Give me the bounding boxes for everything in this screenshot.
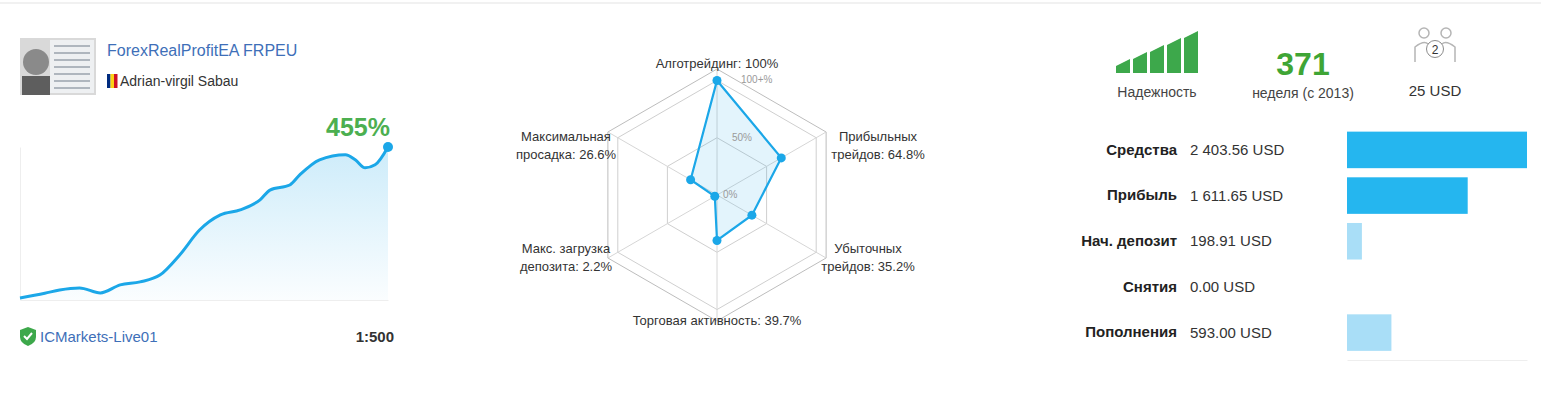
person-head (1441, 28, 1451, 38)
radar-label: Убыточныхтрейдов: 35.2% (821, 241, 915, 274)
person-body (1415, 43, 1428, 62)
bar-tick: Снятия (1123, 278, 1177, 295)
x-axis (21, 300, 389, 301)
avatar-line (54, 52, 90, 54)
radar-label: Торговая активность: 39.7% (633, 313, 802, 328)
radar: 0% 50% 100+% Алготрейдинг: 100% Прибыльныхтр… (516, 56, 925, 328)
subscribers-badge (1427, 41, 1444, 58)
reliability-bar (1184, 31, 1198, 73)
bars (1347, 132, 1527, 351)
bar-category-label: Средства (1106, 141, 1177, 158)
radar-point (713, 236, 722, 245)
radar-point (747, 211, 756, 220)
bar-value-label: 2 403.56 USD (1190, 141, 1284, 158)
bar-value-label: 593.00 USD (1190, 324, 1272, 341)
radar-spoke (608, 195, 717, 258)
avatar-line (54, 73, 90, 75)
top-border (0, 3, 1541, 4)
server[interactable]: ICMarkets-Live01 (40, 328, 158, 345)
shield-icon (20, 327, 36, 346)
radar-plot (686, 76, 786, 245)
person-body (1442, 43, 1455, 62)
bar-y-axis: Средства Прибыль Нач. депозит Снятия Пополне… (1081, 141, 1177, 341)
bar-value-label: 0.00 USD (1190, 278, 1255, 295)
bar-tick: Нач. депозит (1081, 232, 1177, 249)
avatar-bg (20, 38, 96, 95)
subscribers-icon (1415, 28, 1455, 62)
weeks-value: 371 (1276, 46, 1329, 82)
reliability-icon (1116, 31, 1198, 73)
bar-tick: Прибыль (1107, 186, 1177, 203)
leverage: 1:500 (356, 328, 394, 345)
widget: ForexRealProfitEA FRPEU Adrian-virgil Sab… (0, 0, 1541, 397)
bar-category-label: Прибыль (1107, 186, 1177, 203)
y-axis (20, 148, 21, 301)
bar (1347, 314, 1391, 351)
radar-frame (608, 69, 826, 321)
reliability-bar (1150, 45, 1164, 73)
weeks-label: неделя (с 2013) (1252, 85, 1354, 101)
x-axis-line (21, 300, 389, 301)
avatar (20, 38, 96, 95)
radar-tick-label: 100+% (741, 74, 773, 85)
bar (1347, 177, 1468, 214)
radar-label: Алготрейдинг: 100% (656, 56, 779, 71)
radar-point (710, 192, 719, 201)
avatar-line (54, 59, 90, 61)
shield-check (24, 333, 32, 339)
avatar-line (54, 66, 90, 68)
bar (1347, 132, 1527, 169)
radar-label: Максимальнаяпросадка: 26.6% (516, 129, 617, 162)
bar-tick: Средства (1106, 141, 1177, 158)
growth-area (20, 147, 388, 300)
growth-plot (20, 142, 393, 300)
author[interactable]: Adrian-virgil Sabau (120, 73, 238, 89)
avatar-line (54, 80, 90, 82)
reliability-bar (1133, 52, 1147, 73)
y-axis-line (20, 148, 21, 301)
radar-point (777, 153, 786, 162)
radar-polygon (691, 80, 782, 240)
growth-value: 455% (326, 113, 390, 141)
radar-label: Прибыльныхтрейдов: 64.8% (831, 129, 925, 162)
flag-stripe (111, 74, 115, 88)
growth-line (20, 147, 388, 298)
bar-tick: Пополнения (1085, 323, 1177, 340)
bar-x-axis (1348, 360, 1528, 361)
bar (1347, 269, 1348, 306)
radar-tick-label: 0% (723, 189, 738, 200)
reliability-label: Надежность (1117, 84, 1196, 100)
bar-value-label: 198.91 USD (1190, 232, 1272, 249)
person-head (1419, 28, 1429, 38)
avatar-paper (50, 40, 94, 93)
radar-tick-label: 50% (732, 132, 752, 143)
flag (107, 74, 118, 88)
bar-category-label: Нач. депозит (1081, 232, 1177, 249)
price: 25 USD (1409, 82, 1462, 99)
reliability-bar (1116, 59, 1130, 73)
growth-end-point (383, 142, 393, 152)
avatar-line (54, 45, 90, 47)
avatar-face (23, 49, 49, 75)
bar-category-label: Пополнения (1085, 323, 1177, 340)
avatar-line (54, 87, 90, 89)
radar-point (686, 175, 695, 184)
radar-label: Макс. загрузкадепозита: 2.2% (520, 241, 612, 274)
bar-value-label: 1 611.65 USD (1190, 187, 1283, 204)
flag-stripe (114, 74, 118, 88)
avatar-body (22, 76, 50, 95)
bar-category-label: Снятия (1123, 278, 1177, 295)
reliability-bar (1167, 38, 1181, 73)
subscribers-count: 2 (1432, 43, 1439, 57)
signal-title[interactable]: ForexRealProfitEA FRPEU (107, 42, 297, 59)
bar-x-axis-line (1348, 360, 1528, 361)
radar-point (713, 76, 722, 85)
bar (1347, 223, 1362, 260)
flag-stripe (107, 74, 111, 88)
